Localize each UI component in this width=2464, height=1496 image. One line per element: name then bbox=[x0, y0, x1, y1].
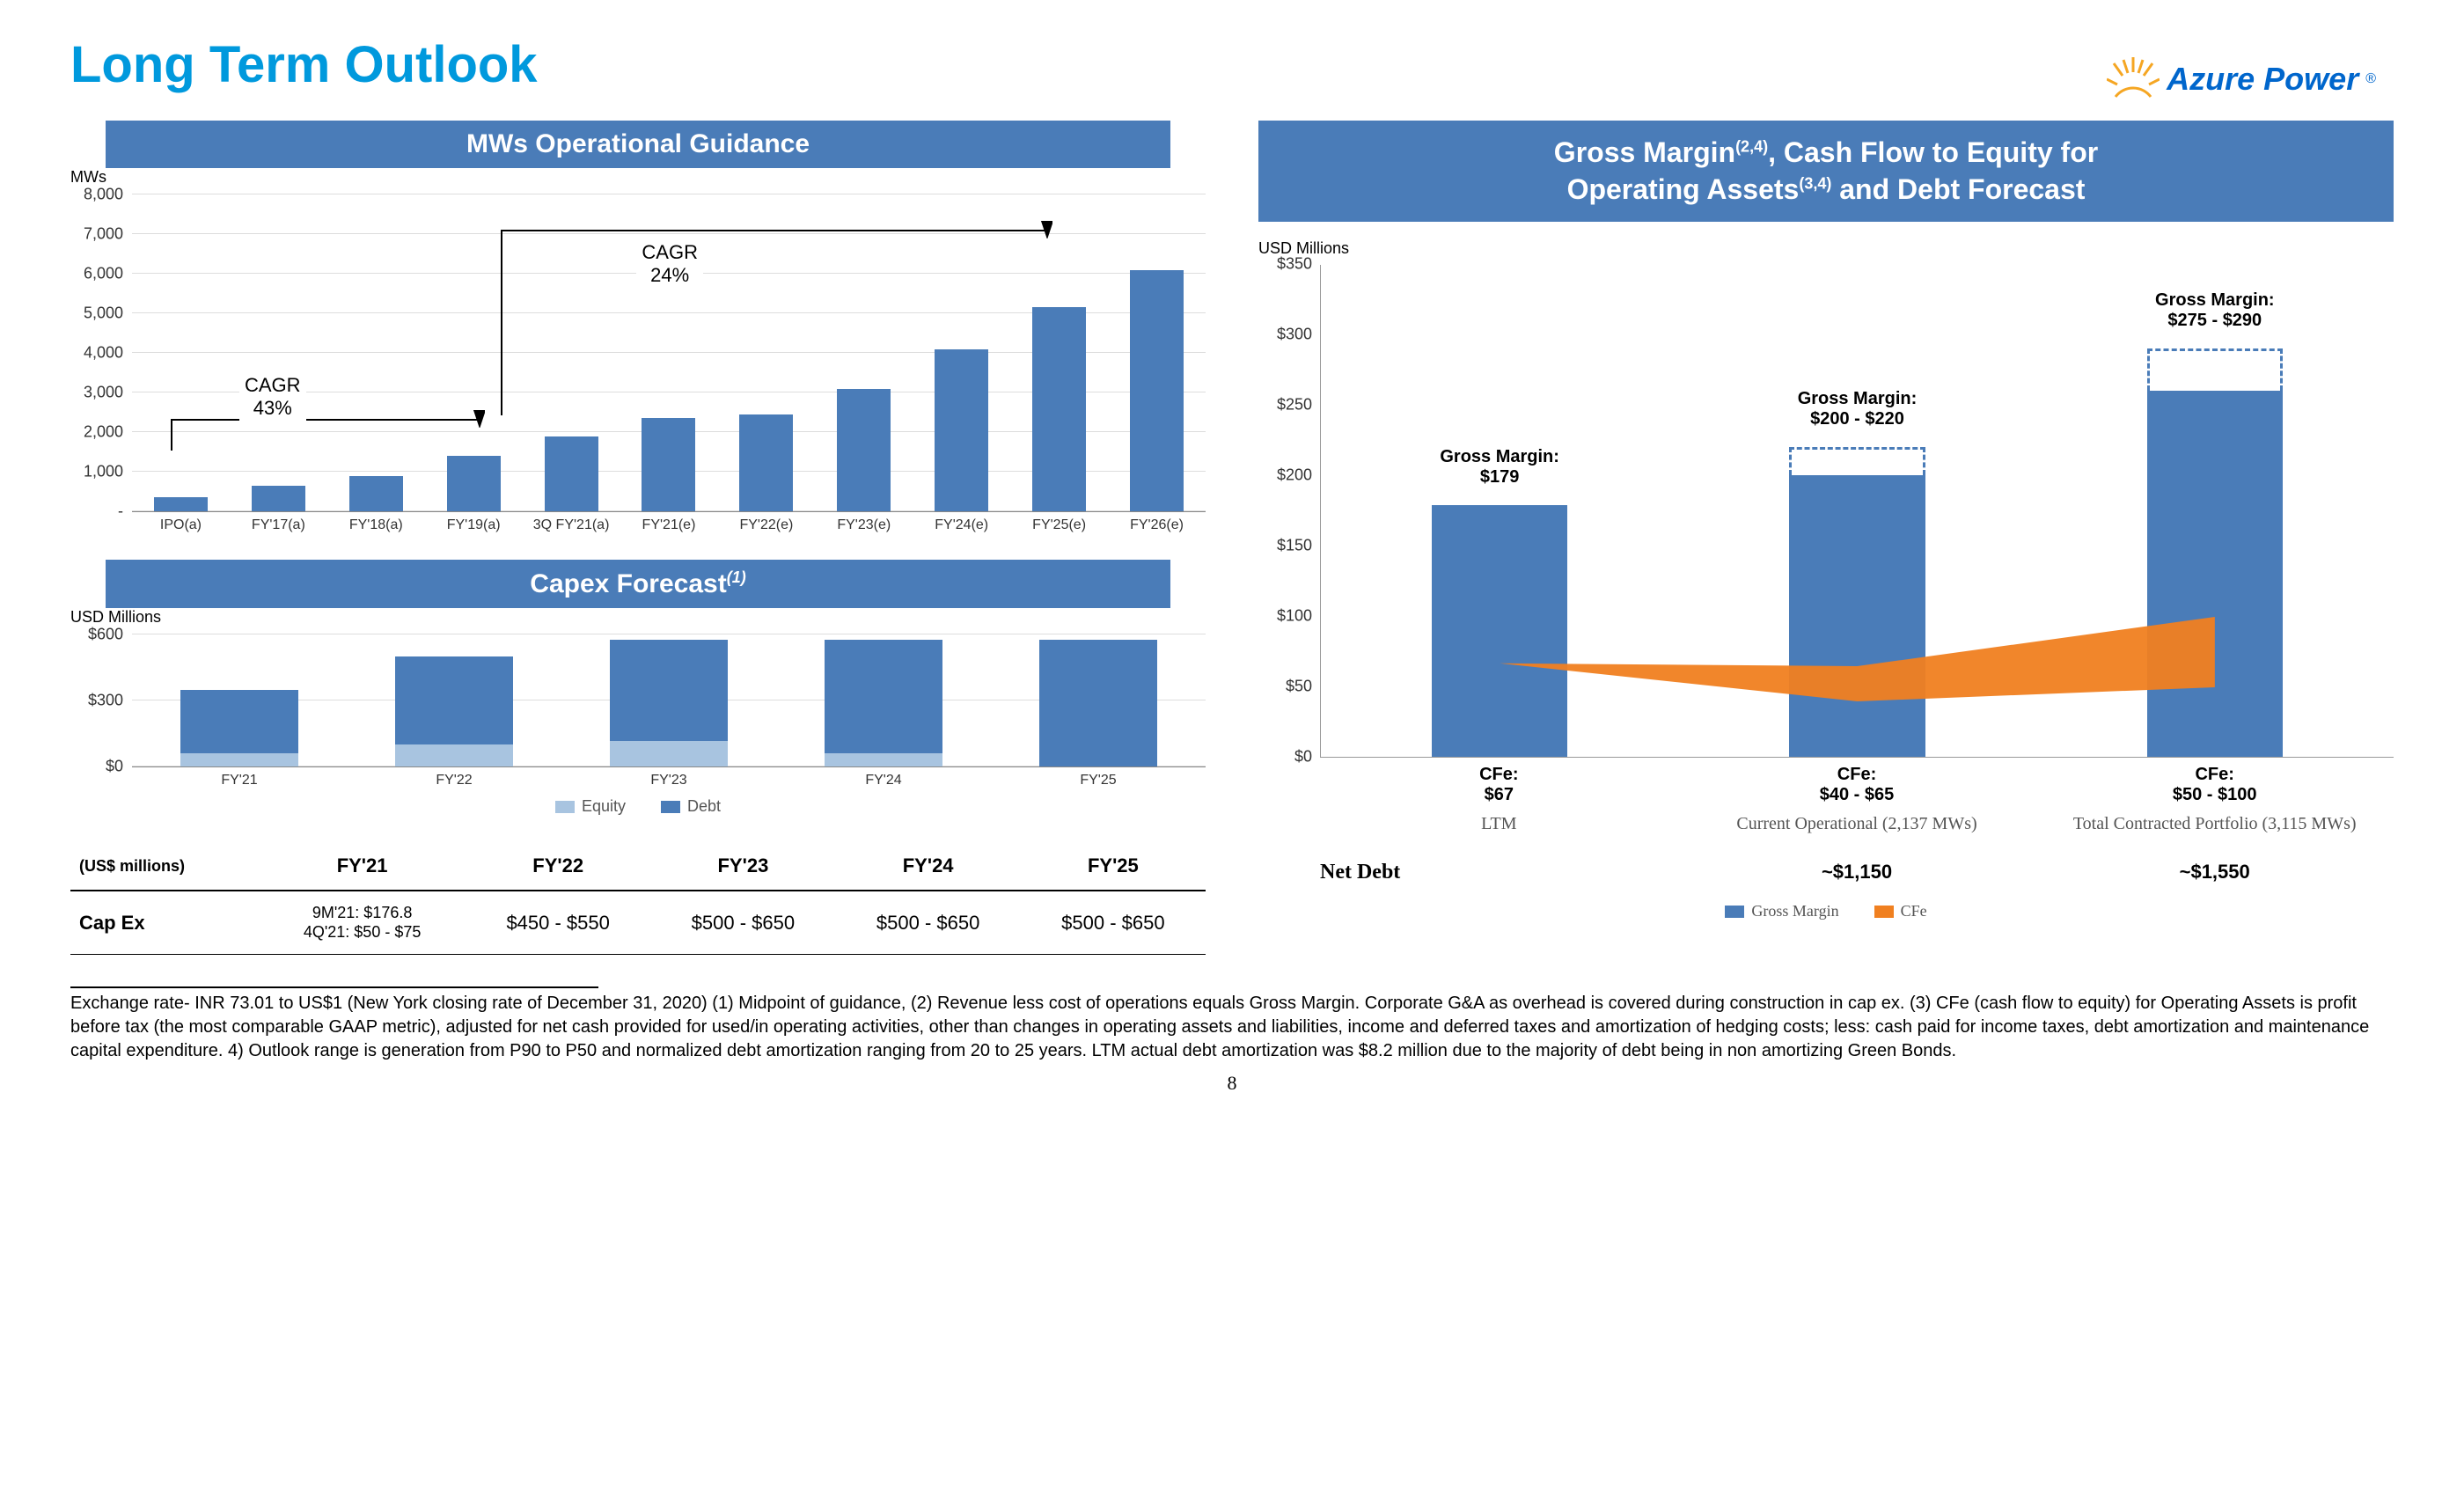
company-logo: Azure Power ® bbox=[2107, 53, 2376, 106]
capex-legend: Equity Debt bbox=[70, 797, 1206, 816]
capex-header: Capex Forecast(1) bbox=[106, 560, 1170, 608]
page-title: Long Term Outlook bbox=[70, 35, 2394, 94]
net-debt-row: Net Debt ~$1,150 ~$1,550 bbox=[1320, 861, 2394, 884]
page-number: 8 bbox=[70, 1072, 2394, 1095]
gm-legend: Gross Margin CFe bbox=[1258, 902, 2394, 920]
swatch-debt bbox=[661, 801, 680, 813]
capex-debt-seg bbox=[395, 656, 513, 744]
x-label: FY'21 bbox=[132, 773, 347, 788]
gm-bar bbox=[1789, 475, 1925, 757]
gm-chart: Gross Margin:$179 Gross Margin:$200 - $22… bbox=[1258, 265, 2394, 920]
x-label: IPO(a) bbox=[132, 517, 230, 533]
cfe-label: CFe:$67 bbox=[1320, 765, 1678, 805]
x-label: FY'24 bbox=[776, 773, 991, 788]
capex-debt-seg bbox=[1039, 640, 1157, 766]
y-tick: 6,000 bbox=[70, 265, 123, 283]
swatch-gm bbox=[1725, 906, 1744, 918]
x-label: FY'23(e) bbox=[815, 517, 913, 533]
gm-category: Total Contracted Portfolio (3,115 MWs) bbox=[2035, 814, 2394, 834]
gm-ytitle: USD Millions bbox=[1258, 239, 2394, 258]
y-tick: 3,000 bbox=[70, 384, 123, 402]
x-label: FY'24(e) bbox=[913, 517, 1010, 533]
x-label: FY'19(a) bbox=[425, 517, 523, 533]
cagr-43: CAGR 43% bbox=[239, 372, 306, 422]
capex-equity-seg bbox=[610, 741, 728, 766]
x-label: FY'17(a) bbox=[230, 517, 327, 533]
swatch-equity bbox=[555, 801, 575, 813]
capex-debt-seg bbox=[825, 640, 942, 753]
cagr-24: CAGR 24% bbox=[636, 239, 703, 289]
y-tick: $600 bbox=[70, 626, 123, 644]
x-label: FY'25 bbox=[991, 773, 1206, 788]
x-label: FY'21(e) bbox=[620, 517, 718, 533]
y-tick: $50 bbox=[1268, 678, 1312, 696]
cfe-label: CFe:$40 - $65 bbox=[1678, 765, 2036, 805]
y-tick: $0 bbox=[70, 758, 123, 776]
x-label: FY'23 bbox=[561, 773, 776, 788]
y-tick: $150 bbox=[1268, 537, 1312, 555]
logo-text: Azure Power bbox=[2167, 61, 2358, 98]
cfe-label: CFe:$50 - $100 bbox=[2035, 765, 2394, 805]
capex-equity-seg bbox=[180, 753, 298, 766]
y-tick: $0 bbox=[1268, 748, 1312, 766]
x-label: FY'22(e) bbox=[717, 517, 815, 533]
x-label: 3Q FY'21(a) bbox=[523, 517, 620, 533]
capex-debt-seg bbox=[610, 640, 728, 741]
registered-icon: ® bbox=[2365, 71, 2376, 87]
mws-chart: CAGR 43% CAGR 24% - 1,000 2,000 3,000 4,000 5… bbox=[70, 195, 1206, 533]
y-tick: 7,000 bbox=[70, 225, 123, 244]
capex-table: (US$ millions) FY'21 FY'22 FY'23 FY'24 F… bbox=[70, 842, 1206, 955]
capex-debt-seg bbox=[180, 690, 298, 754]
x-label: FY'22 bbox=[347, 773, 561, 788]
gm-header: Gross Margin(2,4), Cash Flow to Equity f… bbox=[1258, 121, 2394, 222]
x-label: FY'26(e) bbox=[1108, 517, 1206, 533]
y-tick: 4,000 bbox=[70, 344, 123, 363]
gm-label: Gross Margin:$275 - $290 bbox=[2127, 290, 2303, 331]
gm-label: Gross Margin:$200 - $220 bbox=[1769, 389, 1945, 429]
capex-equity-seg bbox=[395, 744, 513, 766]
capex-chart: $0$300$600 FY'21FY'22FY'23FY'24FY'25 Equ… bbox=[70, 635, 1206, 816]
y-tick: 2,000 bbox=[70, 423, 123, 442]
y-tick: $350 bbox=[1268, 255, 1312, 274]
sun-icon bbox=[2107, 53, 2160, 106]
y-tick: $300 bbox=[70, 692, 123, 710]
x-label: FY'25(e) bbox=[1010, 517, 1108, 533]
gm-category: LTM bbox=[1320, 814, 1678, 834]
y-tick: 5,000 bbox=[70, 304, 123, 323]
mws-ytitle: MWs bbox=[70, 168, 1206, 187]
y-tick: $200 bbox=[1268, 466, 1312, 485]
capex-ytitle: USD Millions bbox=[70, 608, 1206, 627]
footnote: Exchange rate- INR 73.01 to US$1 (New Yo… bbox=[70, 992, 2394, 1063]
y-tick: 1,000 bbox=[70, 463, 123, 481]
gm-bar bbox=[2147, 391, 2283, 757]
capex-equity-seg bbox=[825, 753, 942, 766]
x-label: FY'18(a) bbox=[327, 517, 425, 533]
y-tick: - bbox=[70, 502, 123, 521]
swatch-cfe bbox=[1874, 906, 1894, 918]
gm-category: Current Operational (2,137 MWs) bbox=[1678, 814, 2036, 834]
gm-label: Gross Margin:$179 bbox=[1412, 447, 1588, 488]
y-tick: $100 bbox=[1268, 607, 1312, 626]
gm-bar bbox=[1432, 505, 1567, 757]
y-tick: $250 bbox=[1268, 396, 1312, 414]
y-tick: $300 bbox=[1268, 326, 1312, 344]
y-tick: 8,000 bbox=[70, 186, 123, 204]
mws-header: MWs Operational Guidance bbox=[106, 121, 1170, 168]
